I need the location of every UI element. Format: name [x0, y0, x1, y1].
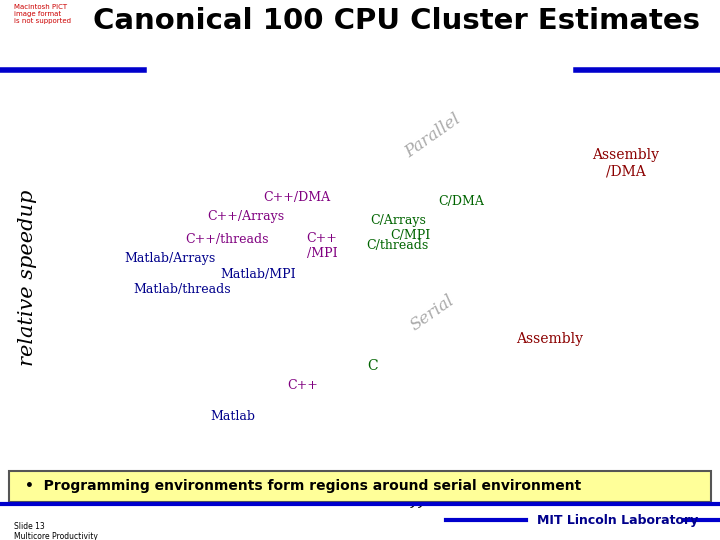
Text: MIT Lincoln Laboratory: MIT Lincoln Laboratory — [537, 514, 698, 527]
Text: C/threads: C/threads — [366, 239, 429, 252]
Text: C/MPI: C/MPI — [390, 230, 431, 242]
Text: Serial: Serial — [408, 292, 458, 334]
Text: Macintosh PICT
image format
is not supported: Macintosh PICT image format is not suppo… — [14, 4, 71, 24]
Text: Slide 13
Multicore Productivity: Slide 13 Multicore Productivity — [14, 522, 98, 540]
Text: C++: C++ — [287, 379, 318, 392]
Text: C: C — [367, 359, 378, 373]
Text: Matlab: Matlab — [211, 410, 256, 423]
Text: C++/threads: C++/threads — [185, 233, 269, 246]
FancyBboxPatch shape — [9, 471, 711, 502]
Text: relative effort: relative effort — [312, 489, 458, 508]
Text: C/DMA: C/DMA — [438, 195, 484, 208]
Text: C/Arrays: C/Arrays — [370, 214, 426, 227]
Text: Matlab/MPI: Matlab/MPI — [220, 268, 297, 281]
Text: Assembly: Assembly — [516, 333, 583, 347]
Text: Matlab/threads: Matlab/threads — [134, 283, 231, 296]
Text: C++/Arrays: C++/Arrays — [207, 210, 284, 223]
Text: C++/DMA: C++/DMA — [263, 191, 330, 204]
Text: Assembly
/DMA: Assembly /DMA — [593, 148, 660, 178]
Text: Matlab/Arrays: Matlab/Arrays — [124, 252, 215, 266]
Text: Parallel: Parallel — [402, 111, 464, 161]
Text: •  Programming environments form regions around serial environment: • Programming environments form regions … — [25, 480, 582, 494]
Text: relative speedup: relative speedup — [18, 190, 37, 366]
Text: C++
/MPI: C++ /MPI — [307, 232, 337, 260]
Text: Canonical 100 CPU Cluster Estimates: Canonical 100 CPU Cluster Estimates — [92, 7, 700, 35]
